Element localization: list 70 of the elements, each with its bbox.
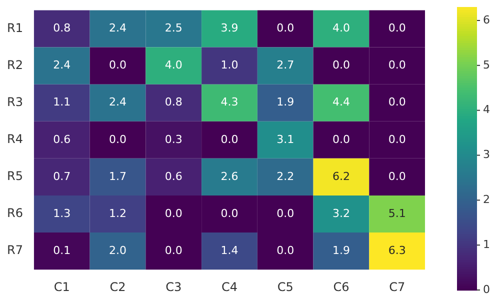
data-label: 0.0 bbox=[276, 206, 294, 220]
data-label: 2.4 bbox=[53, 58, 71, 72]
x-tick-label: C5 bbox=[277, 280, 294, 294]
data-label: 2.4 bbox=[109, 22, 127, 35]
y-tick-label: R6 bbox=[6, 206, 23, 220]
x-tick-label: C4 bbox=[221, 280, 238, 294]
data-label: 0.8 bbox=[53, 22, 71, 35]
data-label: 4.0 bbox=[164, 58, 182, 72]
data-label: 0.0 bbox=[109, 58, 127, 72]
data-label: 2.4 bbox=[109, 96, 127, 109]
y-tick-label: R3 bbox=[6, 94, 23, 109]
x-tick-label: C7 bbox=[389, 280, 406, 294]
data-label: 0.0 bbox=[109, 132, 127, 146]
data-label: 0.3 bbox=[164, 132, 182, 146]
data-label: 0.0 bbox=[276, 22, 294, 35]
data-label: 0.0 bbox=[332, 132, 350, 146]
data-label: 0.7 bbox=[53, 170, 71, 183]
data-label: 0.0 bbox=[388, 22, 406, 35]
data-label: 0.1 bbox=[53, 244, 71, 257]
y-tick-label: R4 bbox=[6, 132, 23, 146]
y-tick-label: R1 bbox=[6, 20, 23, 35]
data-label: 3.2 bbox=[332, 206, 350, 220]
data-label: 2.7 bbox=[276, 58, 294, 72]
color-bar-label: 3 bbox=[483, 148, 490, 162]
data-label: 1.7 bbox=[109, 170, 127, 183]
data-label: 3.1 bbox=[276, 132, 294, 146]
data-label: 6.2 bbox=[332, 170, 350, 183]
data-label: 0.0 bbox=[388, 132, 406, 146]
y-tick-label: R5 bbox=[6, 169, 23, 184]
data-label: 4.0 bbox=[332, 22, 350, 35]
data-label: 0.0 bbox=[388, 170, 406, 183]
x-tick-label: C3 bbox=[166, 280, 182, 294]
data-label: 1.9 bbox=[332, 244, 350, 257]
color-bar-label: 0 bbox=[483, 282, 490, 296]
data-label: 1.3 bbox=[53, 206, 71, 220]
data-label: 0.0 bbox=[388, 58, 406, 72]
data-label: 1.2 bbox=[109, 206, 127, 220]
color-bar-label: 6 bbox=[483, 13, 490, 26]
data-label: 1.0 bbox=[220, 58, 238, 72]
data-label: 5.1 bbox=[388, 206, 406, 220]
color-bar-label: 1 bbox=[483, 238, 490, 251]
data-label: 0.0 bbox=[276, 244, 294, 257]
data-label: 0.0 bbox=[164, 244, 182, 257]
data-label: 0.0 bbox=[388, 96, 406, 109]
data-label: 4.3 bbox=[220, 96, 238, 109]
data-label: 1.1 bbox=[53, 96, 71, 109]
y-tick-label: R2 bbox=[6, 58, 23, 72]
data-label: 2.2 bbox=[276, 170, 294, 183]
data-label: 6.3 bbox=[388, 244, 406, 257]
data-label: 0.8 bbox=[164, 96, 182, 109]
data-label: 0.6 bbox=[53, 132, 71, 146]
data-label: 2.5 bbox=[164, 22, 182, 35]
data-label: 1.9 bbox=[276, 96, 294, 109]
data-label: 1.4 bbox=[220, 244, 238, 257]
data-label: 0.0 bbox=[220, 132, 238, 146]
data-label: 0.6 bbox=[164, 170, 182, 183]
data-label: 2.6 bbox=[220, 170, 238, 183]
data-label: 4.4 bbox=[332, 96, 350, 109]
data-label: 3.9 bbox=[220, 22, 238, 35]
data-label: 0.0 bbox=[220, 206, 238, 220]
x-tick-label: C2 bbox=[110, 280, 126, 294]
data-label: 0.0 bbox=[164, 206, 182, 220]
data-label: 2.0 bbox=[109, 244, 127, 257]
data-label: 0.0 bbox=[332, 58, 350, 72]
color-bar-label: 2 bbox=[483, 193, 490, 206]
x-tick-label: C6 bbox=[333, 280, 350, 294]
x-tick-label: C1 bbox=[54, 280, 70, 294]
color-bar-label: 4 bbox=[483, 103, 490, 116]
y-tick-label: R7 bbox=[6, 243, 23, 258]
color-bar-label: 5 bbox=[483, 58, 490, 72]
